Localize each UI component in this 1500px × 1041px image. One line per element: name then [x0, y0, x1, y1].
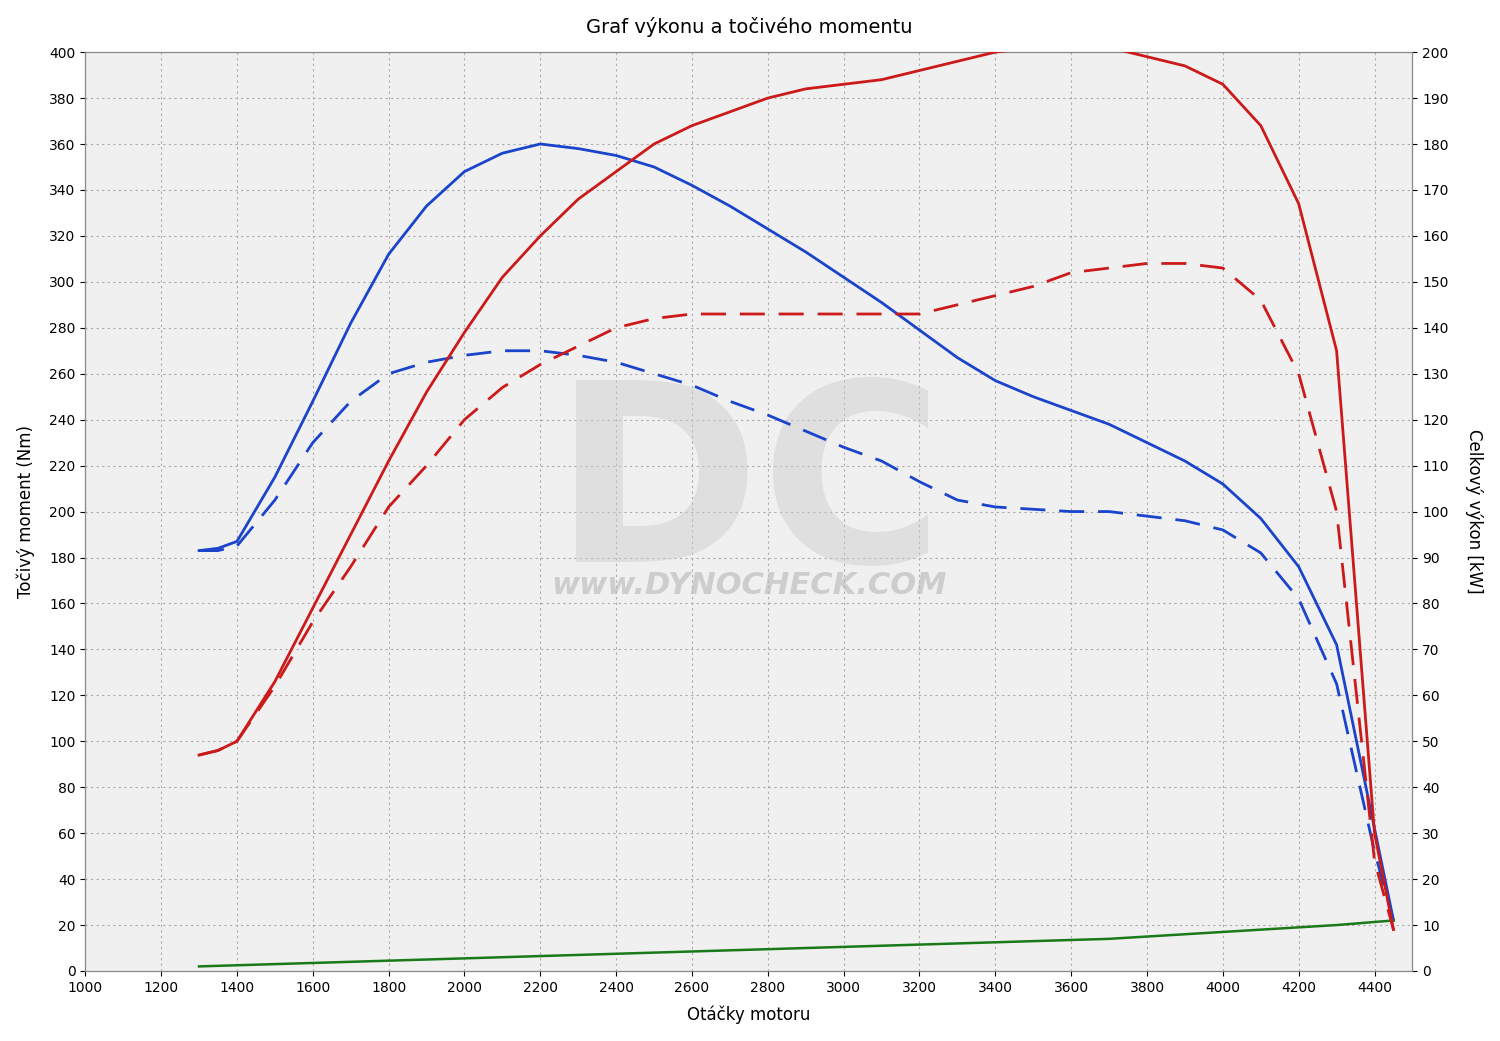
Y-axis label: Točivý moment (Nm): Točivý moment (Nm)	[16, 425, 34, 599]
Text: www.DYNOCHECK.COM: www.DYNOCHECK.COM	[550, 570, 946, 600]
Y-axis label: Celkový výkon [kW]: Celkový výkon [kW]	[1466, 429, 1484, 593]
X-axis label: Otáčky motoru: Otáčky motoru	[687, 1006, 810, 1024]
Title: Graf výkonu a točivého momentu: Graf výkonu a točivého momentu	[585, 17, 912, 36]
Text: DC: DC	[554, 373, 945, 614]
